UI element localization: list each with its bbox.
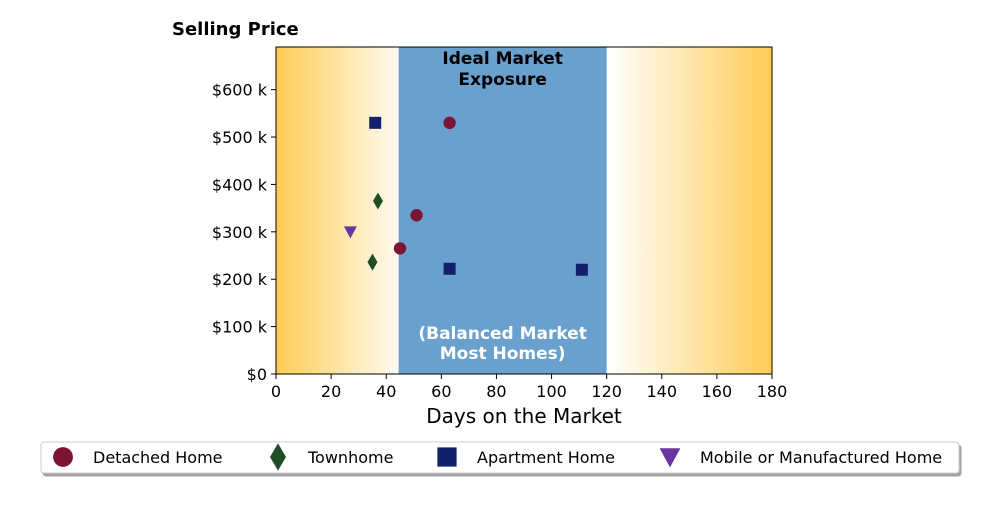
point-detached-home <box>410 209 423 222</box>
plot-area <box>275 46 773 375</box>
y-tick-label: $600 k <box>212 81 268 100</box>
x-tick-label: 20 <box>321 382 341 401</box>
x-tick-label: 60 <box>431 382 451 401</box>
legend-box <box>40 441 960 474</box>
y-tick-label: $400 k <box>212 175 268 194</box>
legend-marker-apartment-home <box>437 447 457 467</box>
band-label-top-line1: Ideal Market <box>442 49 563 69</box>
point-detached-home <box>443 116 456 130</box>
x-tick-label: 100 <box>536 382 567 401</box>
legend: Detached Home Townhome Apartment Home Mobil… <box>40 441 960 474</box>
x-tick-label: 140 <box>647 382 678 401</box>
point-townhome <box>367 253 378 271</box>
x-tick-label: 80 <box>486 382 506 401</box>
x-tick-label: 160 <box>702 382 733 401</box>
band-label-bottom-line1: (Balanced Market <box>418 324 587 344</box>
point-apartment-home <box>443 262 456 275</box>
x-tick-label: 180 <box>757 382 788 401</box>
chart-title: Selling Price <box>172 19 299 40</box>
point-mobile-or-manufactured-home <box>343 226 357 239</box>
plot-frame <box>275 46 773 375</box>
x-tick-label: 120 <box>591 382 622 401</box>
legend-label: Detached Home <box>93 448 223 467</box>
x-tick-label: 40 <box>376 382 396 401</box>
legend-label: Mobile or Manufactured Home <box>700 448 942 467</box>
point-apartment-home <box>575 263 588 276</box>
y-axis-ticks: $0 $100 k $200 k $300 k $400 k $500 k $600 k <box>212 81 276 384</box>
y-tick-label: $300 k <box>212 223 268 242</box>
y-tick-label: $500 k <box>212 128 268 147</box>
point-townhome <box>372 192 383 210</box>
band-label-top-line2: Exposure <box>458 70 547 90</box>
x-axis-label: Days on the Market <box>426 404 622 428</box>
legend-marker-detached-home <box>53 447 73 467</box>
ideal-market-band <box>398 47 607 374</box>
x-tick-label: 0 <box>271 382 281 401</box>
x-axis-ticks: 0 20 40 60 80 100 120 140 160 180 <box>271 374 787 401</box>
point-apartment-home <box>369 116 382 129</box>
y-tick-label: $100 k <box>212 318 268 337</box>
y-tick-label: $200 k <box>212 270 268 289</box>
legend-label: Townhome <box>307 448 393 467</box>
band-label-bottom-line2: Most Homes) <box>440 344 566 364</box>
legend-marker-townhome <box>270 443 286 471</box>
point-detached-home <box>393 242 407 255</box>
legend-marker-mobile-or-manufactured-home <box>659 448 681 468</box>
legend-label: Apartment Home <box>477 448 615 467</box>
y-tick-label: $0 <box>247 365 267 384</box>
data-points <box>343 116 588 276</box>
